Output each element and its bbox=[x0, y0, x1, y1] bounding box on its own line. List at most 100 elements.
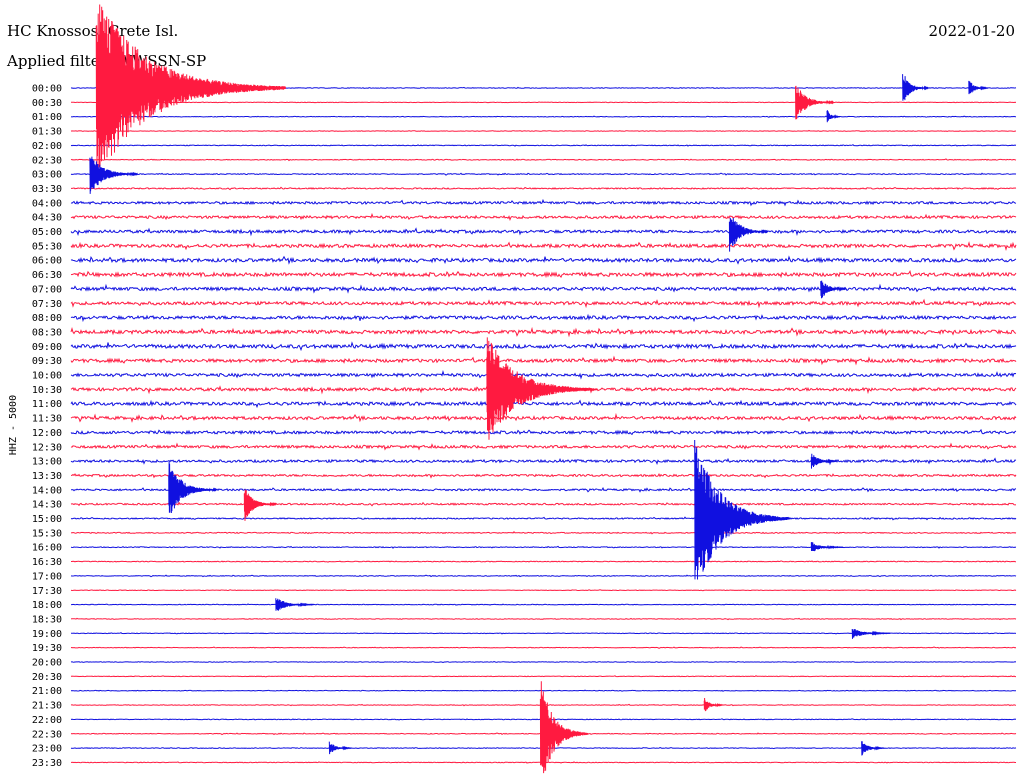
time-tick-label: 21:00 bbox=[32, 686, 62, 697]
seismic-event bbox=[275, 598, 315, 611]
trace-row bbox=[70, 487, 1017, 493]
trace-row bbox=[70, 545, 1017, 549]
trace-row bbox=[70, 212, 1017, 222]
time-tick-label: 13:30 bbox=[32, 471, 62, 482]
seismic-event bbox=[89, 156, 138, 194]
time-tick-label: 09:00 bbox=[32, 342, 62, 353]
seismic-event bbox=[539, 681, 589, 774]
time-tick-label: 21:30 bbox=[32, 701, 62, 712]
time-tick-label: 00:00 bbox=[32, 84, 62, 95]
time-tick-label: 13:00 bbox=[32, 457, 62, 468]
trace-row bbox=[70, 227, 1017, 237]
time-tick-label: 14:30 bbox=[32, 500, 62, 511]
trace-row bbox=[70, 428, 1017, 436]
trace-row bbox=[71, 186, 1017, 191]
seismic-event bbox=[810, 453, 838, 469]
time-tick-label: 11:00 bbox=[32, 399, 62, 410]
time-tick-label: 23:30 bbox=[32, 758, 62, 769]
trace-row bbox=[70, 412, 1017, 423]
time-tick-label: 19:00 bbox=[32, 629, 62, 640]
time-tick-label: 07:30 bbox=[32, 299, 62, 310]
time-tick-label: 02:00 bbox=[32, 141, 62, 152]
time-tick-label: 01:00 bbox=[32, 112, 62, 123]
seismic-event bbox=[486, 337, 598, 440]
time-tick-label: 11:30 bbox=[32, 414, 62, 425]
trace-row bbox=[70, 198, 1017, 207]
trace-row bbox=[70, 660, 1017, 664]
seismic-event bbox=[826, 110, 841, 123]
seismic-event bbox=[902, 74, 929, 101]
seismic-event bbox=[810, 541, 844, 552]
seismic-event bbox=[851, 628, 891, 639]
time-tick-labels: 00:00 00:30 01:00 01:30 02:00 02:30 03:00 03:30… bbox=[32, 84, 62, 769]
y-axis-label: HHZ - 5000 bbox=[8, 395, 19, 455]
trace-row bbox=[70, 516, 1017, 521]
trace-row bbox=[71, 560, 1017, 563]
seismic-event bbox=[861, 741, 885, 756]
time-tick-label: 04:00 bbox=[32, 198, 62, 209]
station-title: HC Knossos, Crete Isl. bbox=[7, 22, 178, 40]
time-tick-label: 00:30 bbox=[32, 98, 62, 109]
time-tick-label: 18:30 bbox=[32, 614, 62, 625]
trace-row bbox=[70, 115, 1017, 118]
trace-row bbox=[70, 144, 1017, 147]
time-tick-label: 17:00 bbox=[32, 571, 62, 582]
time-tick-label: 23:00 bbox=[32, 744, 62, 755]
time-tick-label: 05:30 bbox=[32, 241, 62, 252]
trace-row bbox=[71, 101, 1017, 104]
time-tick-label: 14:00 bbox=[32, 485, 62, 496]
seismic-event bbox=[728, 217, 768, 252]
time-tick-label: 06:30 bbox=[32, 270, 62, 281]
trace-row bbox=[70, 298, 1017, 309]
trace-row bbox=[70, 158, 1017, 162]
time-tick-label: 10:30 bbox=[32, 385, 62, 396]
seismic-event bbox=[168, 461, 217, 514]
seismic-event bbox=[243, 489, 277, 521]
trace-row bbox=[70, 341, 1017, 352]
trace-row bbox=[70, 326, 1017, 338]
time-tick-label: 20:30 bbox=[32, 672, 62, 683]
time-tick-label: 05:00 bbox=[32, 227, 62, 238]
trace-row bbox=[71, 603, 1017, 606]
time-tick-label: 02:30 bbox=[32, 155, 62, 166]
time-tick-label: 01:30 bbox=[32, 127, 62, 138]
time-tick-label: 15:00 bbox=[32, 514, 62, 525]
trace-row bbox=[70, 442, 1017, 451]
time-tick-label: 08:00 bbox=[32, 313, 62, 324]
time-tick-label: 16:00 bbox=[32, 543, 62, 554]
date-label: 2022-01-20 bbox=[929, 22, 1015, 40]
trace-row bbox=[70, 617, 1017, 621]
trace-row bbox=[70, 689, 1017, 692]
seismic-events bbox=[89, 4, 989, 774]
seismic-event bbox=[95, 4, 286, 176]
trace-row bbox=[70, 283, 1017, 294]
trace-row bbox=[70, 255, 1017, 265]
seismic-event bbox=[694, 439, 790, 580]
time-tick-label: 10:00 bbox=[32, 371, 62, 382]
seismic-event bbox=[795, 85, 834, 120]
trace-row bbox=[71, 472, 1017, 479]
trace-row bbox=[70, 646, 1017, 649]
trace-row bbox=[70, 370, 1017, 380]
time-tick-label: 18:00 bbox=[32, 600, 62, 611]
trace-row bbox=[70, 313, 1017, 323]
trace-row bbox=[70, 129, 1017, 133]
time-tick-label: 09:30 bbox=[32, 356, 62, 367]
trace-row bbox=[70, 269, 1017, 279]
time-tick-label: 19:30 bbox=[32, 643, 62, 654]
trace-row bbox=[70, 675, 1016, 678]
time-tick-label: 20:00 bbox=[32, 658, 62, 669]
trace-row bbox=[70, 399, 1017, 409]
trace-row bbox=[70, 241, 1017, 251]
trace-row bbox=[70, 501, 1017, 507]
time-tick-label: 15:30 bbox=[32, 528, 62, 539]
trace-row bbox=[70, 457, 1017, 466]
trace-row bbox=[70, 589, 1017, 592]
time-tick-label: 22:30 bbox=[32, 729, 62, 740]
seismic-event bbox=[968, 80, 989, 95]
time-tick-label: 03:30 bbox=[32, 184, 62, 195]
time-tick-label: 16:30 bbox=[32, 557, 62, 568]
time-tick-label: 12:30 bbox=[32, 442, 62, 453]
time-tick-label: 04:30 bbox=[32, 213, 62, 224]
